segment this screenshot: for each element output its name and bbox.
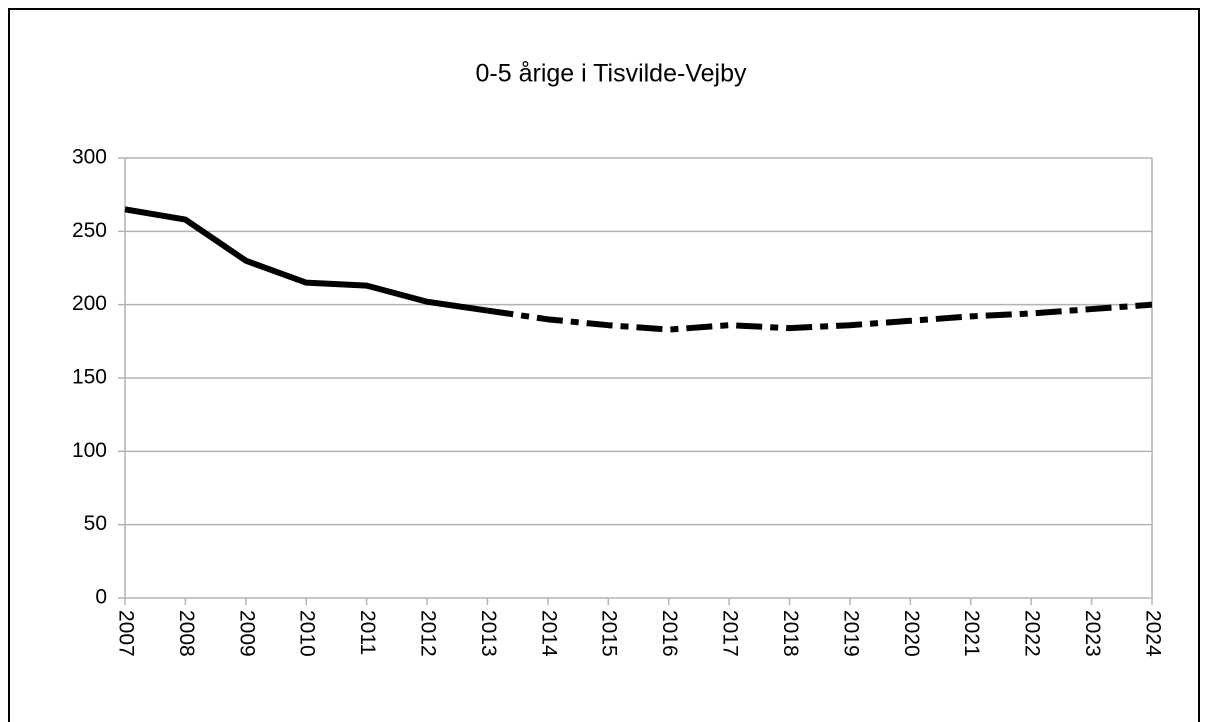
x-tick-label: 2009 [235,610,258,657]
x-tick-label: 2010 [296,610,319,657]
chart-title: 0-5 årige i Tisvilde-Vejby [476,60,747,88]
x-tick-label: 2012 [417,610,440,657]
x-tick-label: 2024 [1141,610,1164,657]
y-tick-label: 200 [72,292,107,315]
x-tick-label: 2017 [719,610,742,657]
y-tick-label: 150 [72,366,107,389]
x-tick-label: 2007 [114,610,137,657]
x-tick-label: 2016 [658,610,681,657]
x-tick-label: 2019 [839,610,862,657]
x-tick-label: 2020 [900,610,923,657]
series-line [124,206,488,314]
x-tick-label: 2008 [175,610,198,657]
y-tick-label: 300 [72,146,107,169]
chart-border [8,8,1200,722]
x-tick-label: 2013 [477,610,500,657]
x-tick-label: 2014 [537,610,560,657]
x-tick-label: 2011 [356,610,379,655]
y-tick-label: 50 [84,512,107,535]
y-tick-label: 250 [72,219,107,242]
x-tick-label: 2015 [598,610,621,657]
x-tick-label: 2023 [1081,610,1104,657]
y-tick-label: 100 [72,439,107,462]
y-tick-label: 0 [95,586,107,609]
x-tick-label: 2022 [1021,610,1044,657]
series-line [487,301,1153,333]
x-tick-label: 2018 [779,610,802,657]
x-tick-label: 2021 [960,610,983,657]
